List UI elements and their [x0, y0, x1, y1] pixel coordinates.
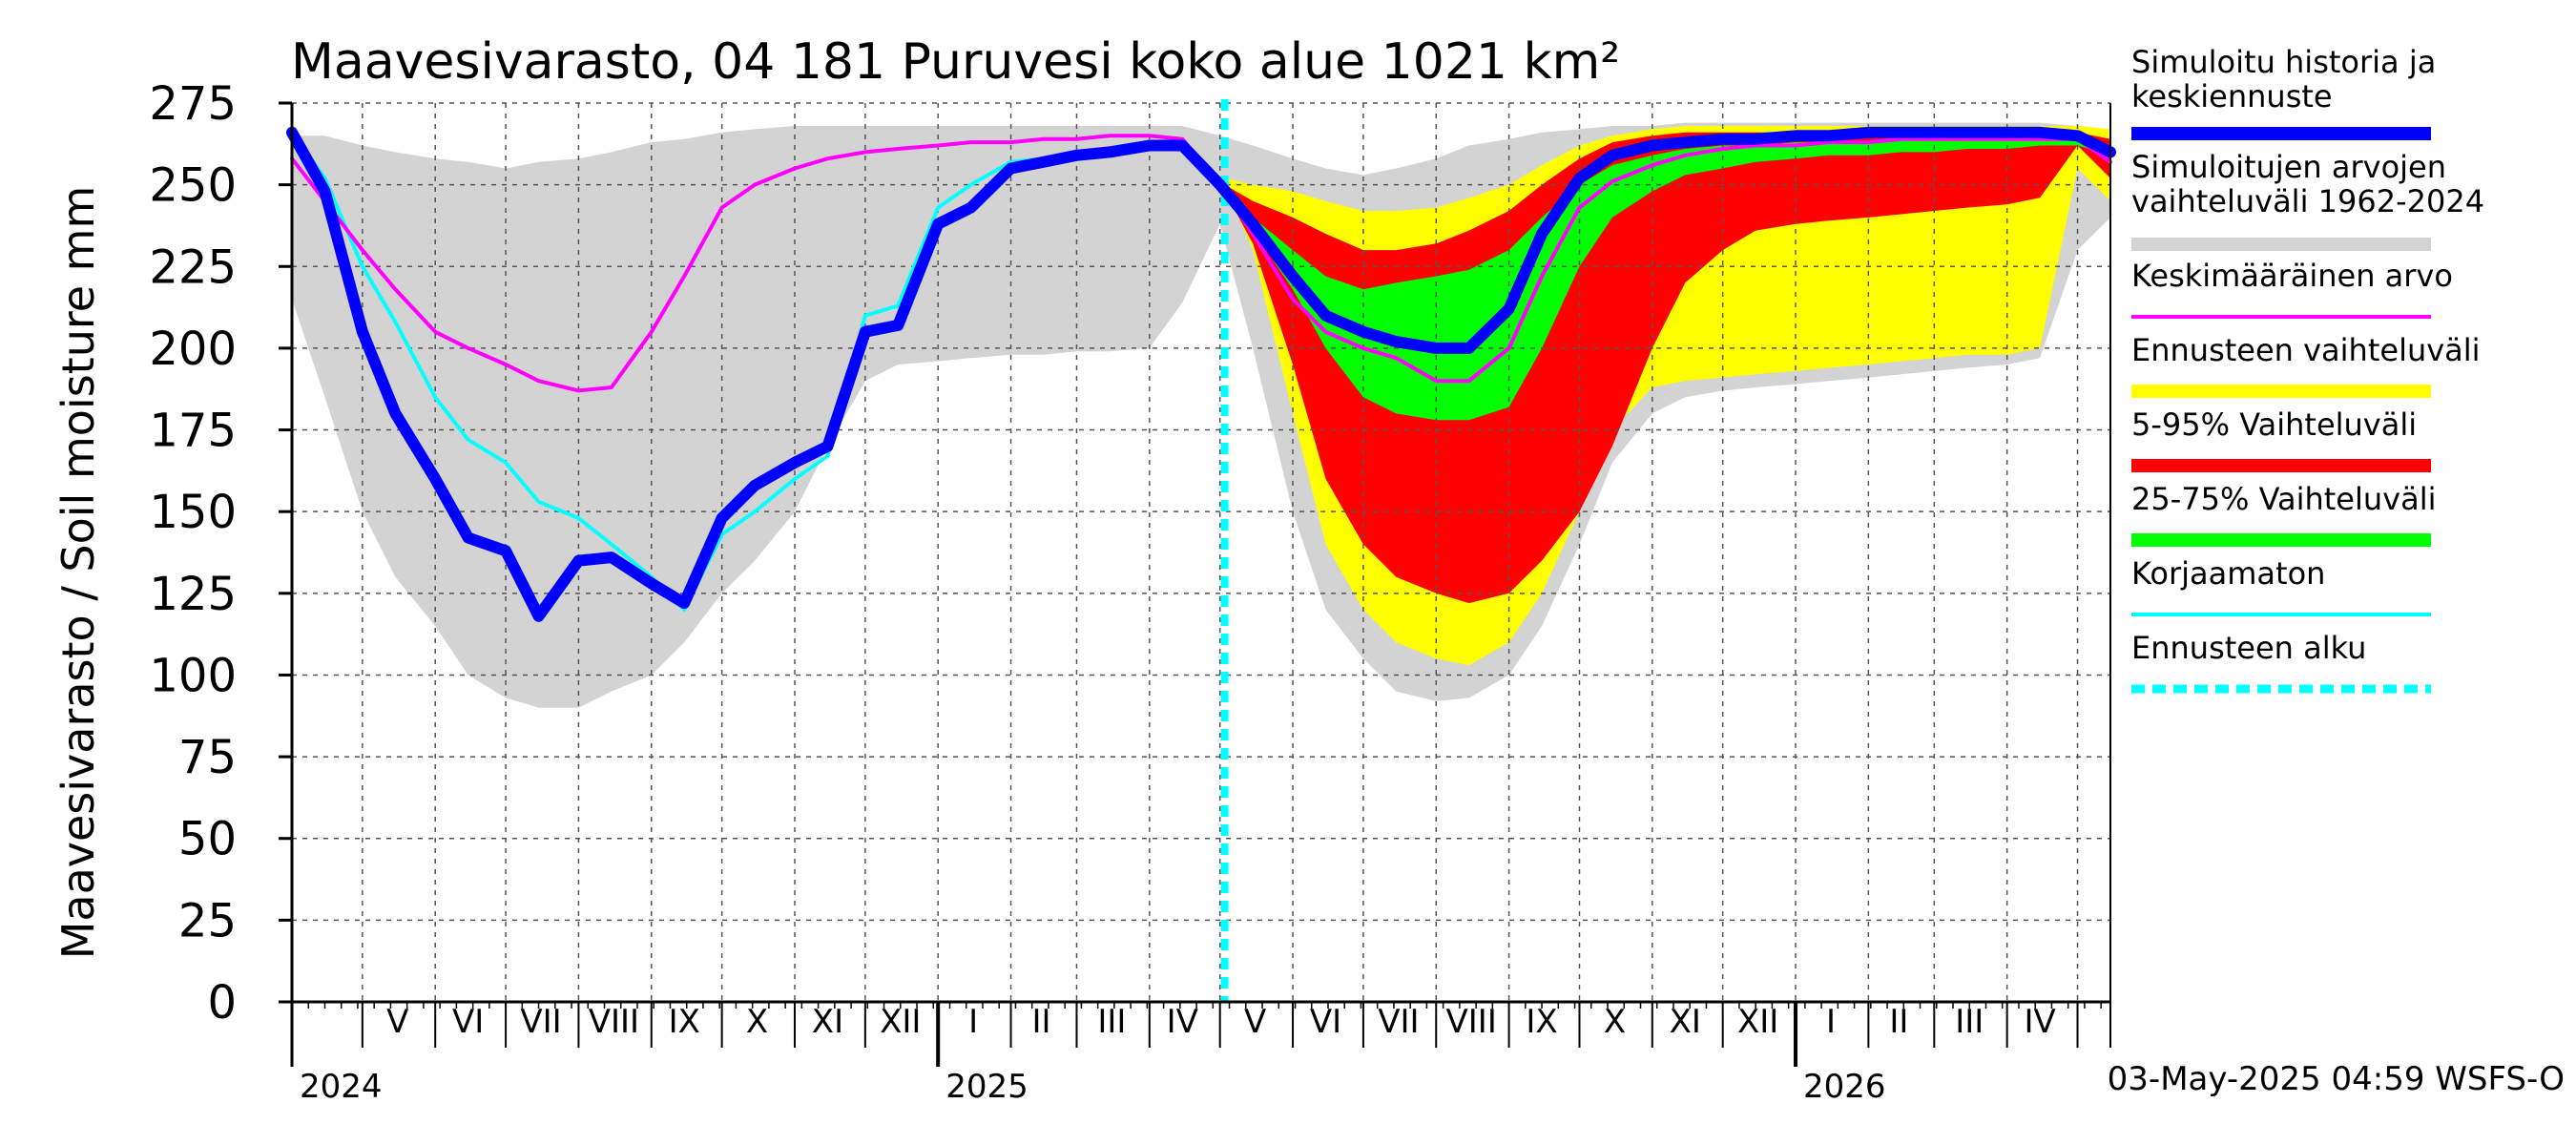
- legend-label: 25-75% Vaihteluväli: [2131, 481, 2436, 517]
- year-label: 2024: [300, 1068, 383, 1106]
- month-label: IX: [1526, 1003, 1557, 1041]
- y-tick-label: 150: [149, 486, 237, 539]
- main-series-line: [286, 126, 2116, 622]
- y-tick-label: 125: [149, 568, 237, 621]
- y-tick-label: 250: [149, 159, 237, 213]
- legend-label: Korjaamaton: [2131, 555, 2325, 592]
- y-tick-label: 225: [149, 240, 237, 294]
- x-month-labels: V VI VII VIII IX X XI XII I II III IV V VI VII VIII IX X X…: [386, 1003, 2056, 1041]
- month-label: VIII: [589, 1003, 639, 1041]
- month-label: IX: [669, 1003, 700, 1041]
- footer-timestamp: 03-May-2025 04:59 WSFS-O: [2108, 1060, 2565, 1098]
- month-label: VII: [520, 1003, 561, 1041]
- y-tick-label: 100: [149, 649, 237, 702]
- legend-label: Ennusteen alku: [2131, 630, 2366, 666]
- month-label: II: [1032, 1003, 1051, 1041]
- y-tick-label: 0: [207, 976, 237, 1030]
- legend-label: 5-95% Vaihteluväli: [2131, 406, 2417, 443]
- month-label: XII: [880, 1003, 921, 1041]
- chart-title: Maavesivarasto, 04 181 Puruvesi koko alu…: [291, 33, 1620, 91]
- y-tick-label: 50: [178, 813, 237, 866]
- month-label: VI: [452, 1003, 484, 1041]
- month-label: V: [1244, 1003, 1266, 1041]
- month-label: VIII: [1446, 1003, 1497, 1041]
- legend-label: Ennusteen vaihteluväli: [2131, 332, 2481, 368]
- month-label: V: [386, 1003, 408, 1041]
- y-tick-label: 275: [149, 77, 237, 131]
- month-label: XI: [812, 1003, 843, 1041]
- y-tick-label: 75: [178, 731, 237, 784]
- month-label: I: [1826, 1003, 1836, 1041]
- y-tick-label: 25: [178, 894, 237, 947]
- month-label: X: [1604, 1003, 1626, 1041]
- y-axis-label: Maavesivarasto / Soil moisture mm: [52, 186, 104, 960]
- month-label: XII: [1737, 1003, 1778, 1041]
- month-label: XI: [1670, 1003, 1701, 1041]
- month-label: III: [1097, 1003, 1126, 1041]
- y-tick-labels: 0 25 50 75 100 125 150 175 200 225 250 275: [149, 77, 237, 1030]
- y-tick-label: 200: [149, 323, 237, 376]
- month-label: VII: [1378, 1003, 1419, 1041]
- month-label: VI: [1310, 1003, 1341, 1041]
- x-year-labels: 2024 2025 2026: [300, 1068, 1886, 1106]
- y-tick-label: 175: [149, 405, 237, 458]
- month-label: IV: [1167, 1003, 1198, 1041]
- axes: [279, 101, 2111, 1067]
- legend-label: Simuloitujen arvojen vaihteluväli 1962-20…: [2131, 149, 2484, 219]
- month-label: II: [1889, 1003, 1908, 1041]
- month-label: I: [968, 1003, 978, 1041]
- legend-label: Simuloitu historia ja keskiennuste: [2131, 44, 2436, 114]
- year-label: 2025: [945, 1068, 1028, 1106]
- series-lines: [286, 99, 2116, 1002]
- forecast-5-95-area: [1224, 132, 2110, 604]
- month-label: IV: [2024, 1003, 2055, 1041]
- grid-lines: [292, 102, 2110, 1002]
- month-label: X: [746, 1003, 768, 1041]
- legend-label: Keskimääräinen arvo: [2131, 258, 2453, 294]
- legend: Simuloitu historia ja keskiennuste Simuloi…: [2131, 44, 2484, 694]
- month-label: III: [1955, 1003, 1984, 1041]
- year-label: 2026: [1803, 1068, 1886, 1106]
